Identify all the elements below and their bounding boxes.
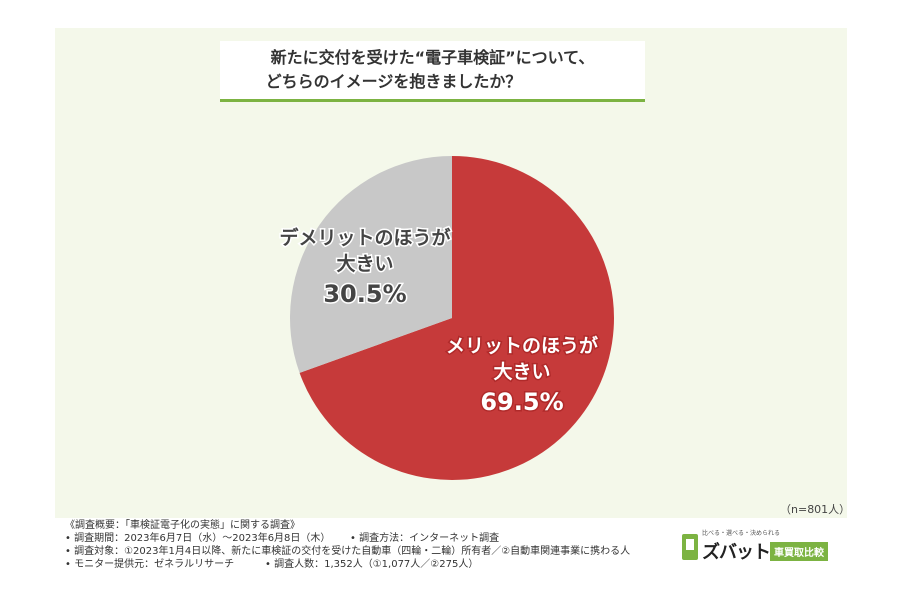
- chart-title-line-2: どちらのイメージを抱きましたか？: [265, 72, 522, 91]
- demerit-value-label: 30.5%: [323, 280, 406, 308]
- survey-footer: 《調査概要：「車検証電子化の実態」に関する調査》 • 調査期間：2023年6月7…: [65, 519, 675, 571]
- survey-method: • 調査方法：インターネット調査: [350, 533, 500, 544]
- sample-size-note: （n=801人）: [780, 503, 851, 516]
- survey-period: • 調査期間：2023年6月7日（水）～2023年6月8日（木）: [65, 533, 331, 544]
- pie-slice-demerit: [289, 156, 452, 373]
- pie-slice-merit: [299, 156, 614, 480]
- logo-name: ズバット: [702, 542, 771, 563]
- zubat-logo: 比べる・選べる・決められる ズバット 車買取比較: [682, 528, 842, 564]
- survey-provider: • モニター提供元：ゼネラルリサーチ: [65, 559, 235, 570]
- logo-tagline: 比べる・選べる・決められる: [702, 530, 781, 537]
- merit-slice-label: 大きい: [493, 360, 550, 383]
- demerit-slice-label: デメリットのほうが: [279, 226, 450, 249]
- merit-value-label: 69.5%: [480, 388, 563, 416]
- merit-slice-label: メリットのほうが: [446, 334, 598, 357]
- logo-icon: [682, 534, 698, 560]
- survey-overview: 《調査概要：「車検証電子化の実態」に関する調査》: [65, 520, 300, 531]
- chart-title-line-1: 新たに交付を受けた“電子車検証”について、: [270, 48, 595, 67]
- demerit-slice-label: 大きい: [336, 252, 393, 275]
- survey-target: • 調査対象：①2023年1月4日以降、新たに車検証の交付を受けた自動車（四輪・…: [65, 546, 631, 557]
- chart-title-box: 新たに交付を受けた“電子車検証”について、 どちらのイメージを抱きましたか？: [220, 41, 645, 102]
- logo-badge: 車買取比較: [770, 542, 828, 561]
- survey-count: • 調査人数：1,352人（①1,077人／②275人）: [265, 559, 479, 570]
